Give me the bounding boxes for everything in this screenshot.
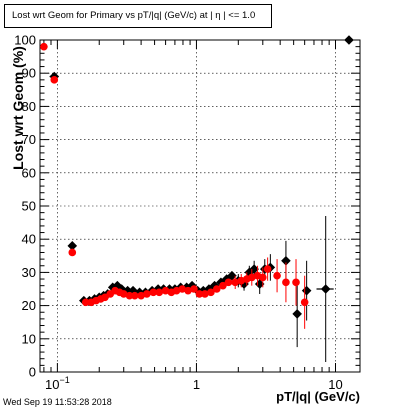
data-point-red	[292, 278, 300, 287]
data-point-red	[195, 290, 204, 298]
data-point-red	[137, 291, 145, 300]
data-point-black	[227, 270, 237, 281]
y-tick-label: 90	[22, 66, 36, 81]
data-point-red	[130, 291, 139, 300]
data-point-red	[184, 286, 192, 295]
data-point-red	[149, 288, 158, 297]
data-point-red	[125, 291, 134, 300]
x-axis-title: pT/|q| (GeV/c)	[276, 389, 360, 404]
data-point-black	[204, 284, 214, 294]
y-tick-label: 20	[22, 298, 36, 313]
data-point-black	[249, 264, 259, 274]
data-point-red	[40, 42, 48, 51]
data-point-black	[281, 255, 291, 266]
data-point-red	[50, 76, 59, 84]
data-point-black	[301, 285, 312, 296]
timestamp: Wed Sep 19 11:53:28 2018	[3, 397, 112, 407]
axes: 0 10 20 30 40 50 60 70 80 90 100 10−1 1 10	[14, 33, 360, 392]
y-axis-title: Lost wrt Geom (%)	[10, 46, 26, 170]
data-point-black	[216, 277, 226, 288]
data-point-red	[282, 278, 290, 287]
chart-title: Lost wrt Geom for Primary vs pT/|q| (GeV…	[4, 4, 272, 28]
data-point-red	[155, 288, 164, 297]
y-tick-label: 60	[22, 165, 36, 180]
data-point-black	[112, 280, 123, 291]
data-point-red	[81, 298, 90, 307]
data-point-red	[161, 286, 170, 295]
data-point-red	[224, 278, 233, 287]
data-point-red	[300, 298, 309, 307]
y-tick-label: 100	[14, 33, 36, 48]
grid-lines	[40, 40, 360, 372]
data-point-red	[219, 281, 227, 290]
y-tick-label: 30	[22, 265, 36, 280]
x-tick-label: 10	[328, 377, 342, 392]
y-tick-label: 70	[22, 132, 36, 147]
data-point-red	[273, 271, 281, 280]
data-point-black	[292, 309, 302, 319]
data-point-red	[178, 285, 187, 293]
data-point-black	[320, 284, 331, 294]
y-tick-label: 80	[22, 99, 36, 114]
x-tick-label: 1	[193, 377, 200, 392]
data-point-red	[143, 290, 151, 298]
data-point-red	[247, 273, 256, 282]
data-point-red	[231, 278, 240, 287]
data-point-red	[201, 290, 209, 298]
data-point-red	[207, 288, 215, 297]
data-point-black	[239, 279, 249, 289]
data-point-black	[344, 35, 354, 45]
data-point-black	[244, 267, 255, 278]
data-point-red	[258, 273, 267, 282]
data-markers	[40, 35, 354, 363]
x-tick-label: 10−1	[45, 375, 70, 392]
data-point-red	[212, 285, 221, 293]
data-point-red	[119, 290, 128, 298]
y-tick-label: 0	[29, 365, 36, 380]
data-point-red	[190, 285, 198, 293]
data-point-red	[68, 248, 77, 257]
data-point-black	[187, 280, 197, 291]
y-tick-label: 10	[22, 331, 36, 346]
y-tick-label: 50	[22, 199, 36, 214]
data-point-black	[67, 241, 78, 251]
y-tick-label: 40	[22, 232, 36, 247]
data-point-black	[209, 280, 220, 291]
data-point-red	[263, 265, 272, 273]
